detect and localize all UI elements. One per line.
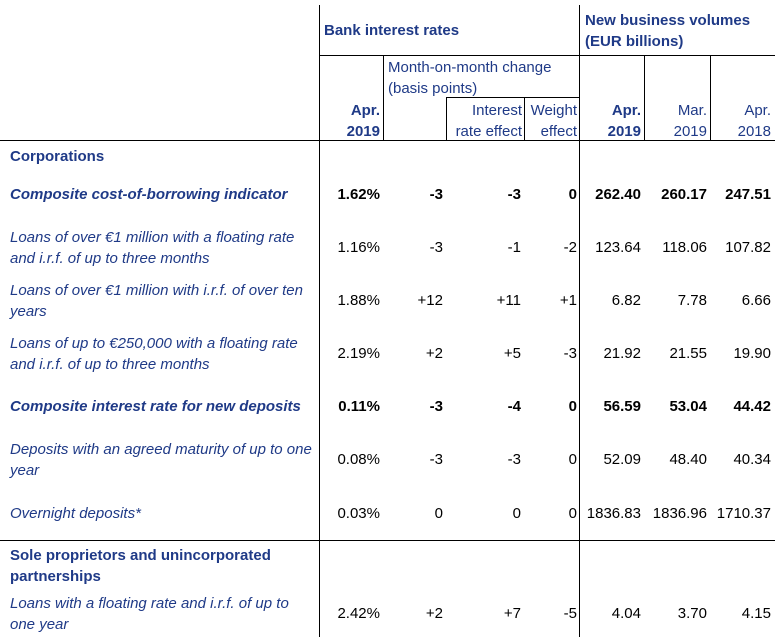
row-mom: +2	[425, 605, 443, 622]
row-vol3: 1710.37	[716, 505, 771, 522]
header-new-business-volumes: New business volumes (EUR billions)	[585, 12, 751, 50]
row-mom: 0	[434, 505, 443, 522]
row-vol1: 21.92	[603, 345, 641, 362]
row-label: Composite interest rate for new deposits	[10, 398, 301, 415]
row-vol3: 44.42	[733, 398, 771, 415]
row-vol1: 4.04	[611, 605, 641, 622]
row-ire: 0	[512, 505, 521, 522]
row-vol1: 262.40	[595, 186, 641, 203]
row-vol2: 260.17	[661, 186, 707, 203]
row-vol3: 19.90	[733, 345, 771, 362]
row-label: Loans with a floating rate and i.r.f. of…	[10, 595, 289, 633]
row-ire: +5	[503, 345, 521, 362]
row-we: 0	[568, 398, 577, 415]
row-we: -2	[563, 239, 577, 256]
row-rate: 0.11%	[338, 398, 380, 415]
grid-line-v6	[644, 56, 645, 140]
row-vol2: 1836.96	[652, 505, 707, 522]
row-rate: 0.03%	[337, 505, 380, 522]
row-vol2: 21.55	[669, 345, 707, 362]
row-rate: 2.42%	[337, 605, 380, 622]
row-mom: -3	[429, 398, 443, 415]
header-bank-interest-rates: Bank interest rates	[324, 22, 460, 39]
row-label: Loans of up to €250,000 with a floating …	[10, 335, 298, 373]
row-we: 0	[568, 186, 577, 203]
row-vol1: 56.59	[603, 398, 641, 415]
row-ire: -3	[507, 186, 521, 203]
row-label: Loans of over €1 million with a floating…	[10, 229, 295, 267]
grid-line-v3	[446, 98, 447, 140]
row-rate: 1.62%	[337, 186, 380, 203]
section-sole-proprietors: Sole proprietors and unincorporated part…	[10, 547, 271, 585]
row-mom: +12	[417, 292, 443, 309]
grid-line-v4	[524, 98, 525, 140]
row-label: Loans of over €1 million with i.r.f. of …	[10, 282, 303, 320]
row-we: 0	[568, 505, 577, 522]
row-vol2: 48.40	[669, 451, 707, 468]
row-vol2: 7.78	[677, 292, 707, 309]
header-col-vol2: Mar. 2019	[673, 102, 707, 140]
row-label: Composite cost-of-borrowing indicator	[10, 186, 288, 203]
row-mom: -3	[429, 186, 443, 203]
header-col-vol1: Apr. 2019	[607, 102, 641, 140]
row-ire: -3	[507, 451, 521, 468]
row-we: +1	[559, 292, 577, 309]
row-vol3: 247.51	[725, 186, 771, 203]
section-corporations: Corporations	[10, 148, 105, 165]
header-weight-effect: Weight effect	[530, 102, 577, 140]
row-rate: 1.88%	[337, 292, 380, 309]
row-vol1: 1836.83	[586, 505, 641, 522]
grid-line-v5	[579, 5, 580, 637]
row-ire: +11	[496, 292, 521, 309]
row-vol1: 6.82	[611, 292, 641, 309]
grid-line-h1	[319, 55, 775, 56]
grid-line-h3	[0, 140, 775, 141]
header-mom-change: Month-on-month change (basis points)	[388, 59, 552, 97]
row-vol2: 53.04	[669, 398, 707, 415]
row-we: -5	[563, 605, 577, 622]
row-vol2: 3.70	[677, 605, 707, 622]
header-col-rate: Apr. 2019	[346, 102, 380, 140]
grid-line-v1	[319, 5, 320, 637]
header-interest-rate-effect: Interest rate effect	[455, 102, 522, 140]
row-vol3: 4.15	[741, 605, 771, 622]
grid-line-v7	[710, 56, 711, 140]
row-mom: +2	[425, 345, 443, 362]
row-rate: 2.19%	[337, 345, 380, 362]
row-label: Overnight deposits*	[10, 505, 141, 522]
row-vol1: 52.09	[603, 451, 641, 468]
row-vol3: 6.66	[741, 292, 771, 309]
grid-line-v2	[383, 56, 384, 140]
row-we: 0	[568, 451, 577, 468]
row-vol3: 107.82	[725, 239, 771, 256]
row-vol2: 118.06	[662, 239, 707, 256]
row-mom: -3	[429, 239, 443, 256]
row-vol3: 40.34	[733, 451, 771, 468]
row-mom: -3	[429, 451, 443, 468]
row-vol1: 123.64	[595, 239, 641, 256]
header-col-vol3: Apr. 2018	[737, 102, 771, 140]
grid-line-h4	[0, 540, 775, 541]
row-rate: 1.16%	[337, 239, 380, 256]
row-ire: +7	[503, 605, 521, 622]
row-ire: -1	[507, 239, 521, 256]
row-label: Deposits with an agreed maturity of up t…	[10, 441, 312, 479]
row-rate: 0.08%	[337, 451, 380, 468]
row-we: -3	[563, 345, 577, 362]
grid-line-h2	[446, 97, 579, 98]
row-ire: -4	[507, 398, 521, 415]
